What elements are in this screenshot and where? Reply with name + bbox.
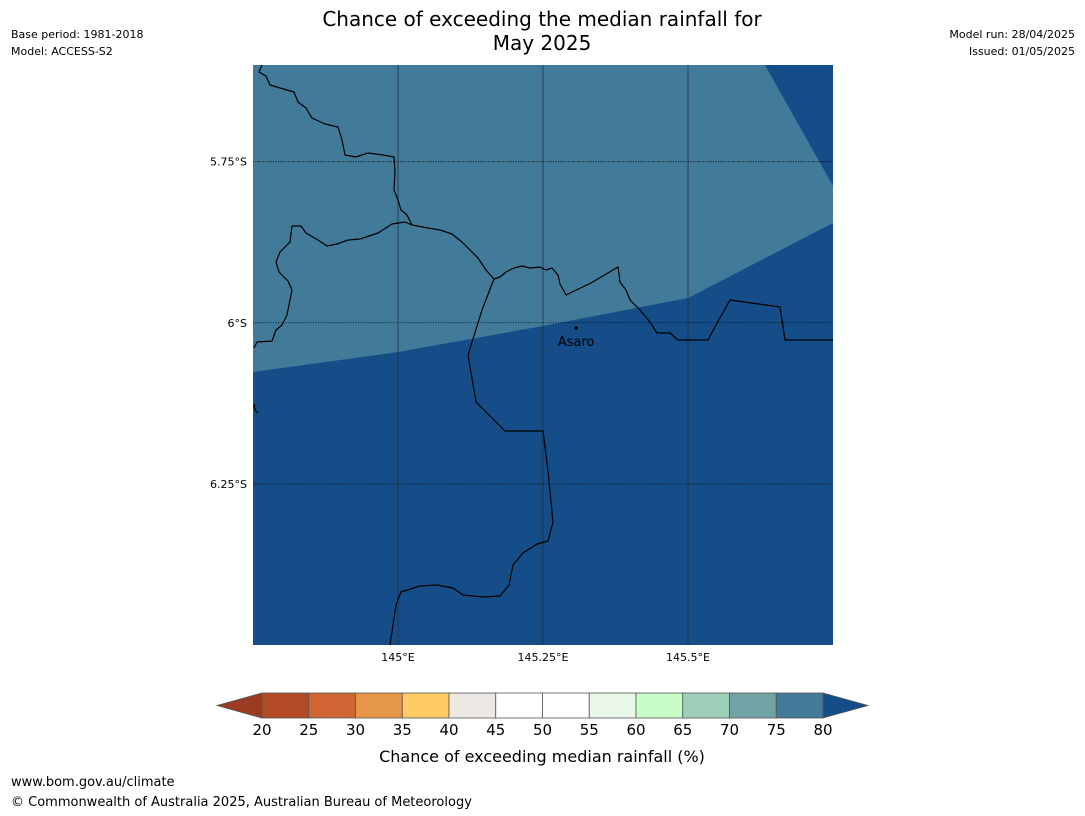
colorbar-cell <box>729 692 777 719</box>
colorbar-over-arrow <box>822 692 870 719</box>
colorbar-cell <box>308 692 356 719</box>
colorbar-cells <box>261 692 824 719</box>
colorbar-cell <box>542 692 590 719</box>
latitude-labels: 5.75°S 6°S 6.25°S <box>210 156 247 491</box>
border-central <box>411 224 833 341</box>
colorbar-tick-label: 20 <box>252 721 271 739</box>
colorbar-tick-label: 60 <box>626 721 645 739</box>
place-markers: Asaro <box>558 326 595 350</box>
colorbar-cell <box>588 692 637 719</box>
colorbar-cell <box>261 692 310 719</box>
issued-text: Issued: 01/05/2025 <box>968 45 1075 58</box>
colorbar-tick-label: 35 <box>393 721 412 739</box>
metadata-left: Base period: 1981-2018 Model: ACCESS-S2 <box>11 26 143 60</box>
border-southern <box>389 278 554 645</box>
colorbar-cell <box>448 692 497 719</box>
model-text: Model: ACCESS-S2 <box>11 45 113 58</box>
colorbar: 20 25 30 35 40 45 50 55 60 65 70 75 80 Chance of exc… <box>215 692 870 766</box>
colorbar-tick-label: 40 <box>439 721 458 739</box>
map-figure: 5.75°S 6°S 6.25°S 145°E 145.25°E 145.5°E Asa… <box>210 65 870 766</box>
footer-copyright: © Commonwealth of Australia 2025, Austra… <box>11 795 472 810</box>
colorbar-cell <box>775 692 824 719</box>
colorbar-cell <box>401 692 450 719</box>
title-line-2: May 2025 <box>492 31 592 55</box>
colorbar-cell <box>635 692 684 719</box>
longitude-gridlines <box>397 65 689 645</box>
colorbar-cell <box>355 692 403 719</box>
longitude-label: 145°E <box>381 651 414 664</box>
place-marker-dot <box>574 326 578 330</box>
map-title: Chance of exceeding the median rainfall … <box>242 7 842 55</box>
longitude-label: 145.5°E <box>666 651 710 664</box>
place-label: Asaro <box>558 335 595 350</box>
map-area <box>253 65 833 645</box>
colorbar-tick-label: 25 <box>299 721 318 739</box>
colorbar-tick-label: 70 <box>720 721 739 739</box>
latitude-label: 6°S <box>228 317 247 330</box>
title-line-1: Chance of exceeding the median rainfall … <box>322 7 762 31</box>
colorbar-tick-label: 75 <box>767 721 786 739</box>
colorbar-under-arrow <box>215 692 263 719</box>
colorbar-tick-label: 80 <box>813 721 832 739</box>
border-west-edge <box>253 403 259 414</box>
colorbar-cell <box>495 692 543 719</box>
colorbar-tick-label: 45 <box>486 721 505 739</box>
base-period-text: Base period: 1981-2018 <box>11 28 144 41</box>
colorbar-tick-label: 65 <box>673 721 692 739</box>
longitude-labels: 145°E 145.25°E 145.5°E <box>381 651 710 664</box>
latitude-label: 6.25°S <box>210 478 247 491</box>
border-northwest <box>253 65 413 349</box>
metadata-right: Model run: 28/04/2025 Issued: 01/05/2025 <box>949 26 1075 60</box>
footer-url[interactable]: www.bom.gov.au/climate <box>11 775 175 790</box>
colorbar-tick-label: 50 <box>533 721 552 739</box>
province-borders <box>253 65 833 645</box>
colorbar-label: Chance of exceeding median rainfall (%) <box>379 747 705 766</box>
model-run-text: Model run: 28/04/2025 <box>949 28 1075 41</box>
colorbar-tick-label: 30 <box>346 721 365 739</box>
latitude-label: 5.75°S <box>210 156 247 169</box>
colorbar-ticks: 20 25 30 35 40 45 50 55 60 65 70 75 80 <box>252 721 832 739</box>
colorbar-tick-label: 55 <box>580 721 599 739</box>
colorbar-cell <box>682 692 730 719</box>
longitude-label: 145.25°E <box>518 651 569 664</box>
